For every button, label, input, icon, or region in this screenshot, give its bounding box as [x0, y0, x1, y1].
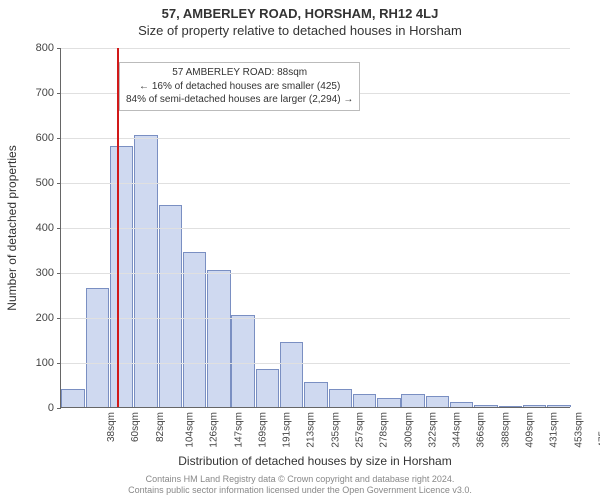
y-tick-label: 0: [14, 402, 54, 414]
bar: [547, 405, 570, 407]
y-tick-mark: [57, 138, 61, 139]
y-tick-mark: [57, 48, 61, 49]
bar: [523, 405, 546, 407]
bar: [134, 135, 157, 407]
grid-line: [61, 48, 570, 49]
plot: 57 AMBERLEY ROAD: 88sqm← 16% of detached…: [60, 48, 570, 408]
bar: [207, 270, 230, 407]
annotation-line: 57 AMBERLEY ROAD: 88sqm: [126, 66, 353, 80]
y-tick-mark: [57, 93, 61, 94]
page-subtitle: Size of property relative to detached ho…: [0, 21, 600, 42]
bar: [256, 369, 279, 407]
x-tick-label: 191sqm: [282, 412, 293, 448]
x-tick-label: 278sqm: [379, 412, 390, 448]
bar: [304, 382, 327, 407]
annotation-box: 57 AMBERLEY ROAD: 88sqm← 16% of detached…: [119, 62, 360, 111]
bar: [61, 389, 84, 407]
grid-line: [61, 273, 570, 274]
y-tick-label: 500: [14, 177, 54, 189]
y-tick-label: 200: [14, 312, 54, 324]
x-tick-label: 257sqm: [355, 412, 366, 448]
x-tick-label: 104sqm: [185, 412, 196, 448]
bar: [159, 205, 182, 408]
y-tick-mark: [57, 363, 61, 364]
x-tick-label: 147sqm: [233, 412, 244, 448]
grid-line: [61, 138, 570, 139]
annotation-line: ← 16% of detached houses are smaller (42…: [126, 80, 353, 94]
x-tick-label: 60sqm: [130, 412, 141, 442]
x-tick-label: 322sqm: [427, 412, 438, 448]
x-tick-label: 169sqm: [257, 412, 268, 448]
bar: [450, 402, 473, 407]
x-tick-label: 409sqm: [525, 412, 536, 448]
bar: [401, 394, 424, 408]
bar: [377, 398, 400, 407]
y-tick-mark: [57, 318, 61, 319]
bar: [329, 389, 352, 407]
grid-line: [61, 318, 570, 319]
y-tick-mark: [57, 273, 61, 274]
x-tick-label: 213sqm: [306, 412, 317, 448]
chart-container: 57, AMBERLEY ROAD, HORSHAM, RH12 4LJ Siz…: [0, 0, 600, 500]
bar: [231, 315, 254, 407]
footer-line-2: Contains public sector information licen…: [0, 485, 600, 496]
x-tick-label: 453sqm: [573, 412, 584, 448]
y-tick-mark: [57, 408, 61, 409]
page-title: 57, AMBERLEY ROAD, HORSHAM, RH12 4LJ: [0, 0, 600, 21]
x-axis-label: Distribution of detached houses by size …: [60, 454, 570, 468]
grid-line: [61, 228, 570, 229]
bar: [474, 405, 497, 407]
y-tick-mark: [57, 183, 61, 184]
annotation-line: 84% of semi-detached houses are larger (…: [126, 93, 353, 107]
x-tick-label: 82sqm: [155, 412, 166, 442]
grid-line: [61, 363, 570, 364]
bar: [86, 288, 109, 407]
x-tick-label: 388sqm: [500, 412, 511, 448]
y-tick-label: 800: [14, 42, 54, 54]
bar: [426, 396, 449, 407]
bar: [499, 406, 522, 407]
bar: [280, 342, 303, 407]
x-tick-label: 431sqm: [549, 412, 560, 448]
footer: Contains HM Land Registry data © Crown c…: [0, 474, 600, 497]
x-tick-label: 126sqm: [209, 412, 220, 448]
y-tick-label: 700: [14, 87, 54, 99]
x-tick-label: 300sqm: [403, 412, 414, 448]
bar: [353, 394, 376, 408]
y-tick-mark: [57, 228, 61, 229]
bar: [110, 146, 133, 407]
y-tick-label: 600: [14, 132, 54, 144]
y-tick-label: 100: [14, 357, 54, 369]
x-tick-label: 366sqm: [476, 412, 487, 448]
grid-line: [61, 183, 570, 184]
y-tick-label: 300: [14, 267, 54, 279]
x-tick-label: 344sqm: [452, 412, 463, 448]
x-tick-label: 235sqm: [330, 412, 341, 448]
bar: [183, 252, 206, 407]
footer-line-1: Contains HM Land Registry data © Crown c…: [0, 474, 600, 485]
chart-area: Number of detached properties 57 AMBERLE…: [60, 48, 570, 408]
x-tick-label: 38sqm: [106, 412, 117, 442]
y-tick-label: 400: [14, 222, 54, 234]
